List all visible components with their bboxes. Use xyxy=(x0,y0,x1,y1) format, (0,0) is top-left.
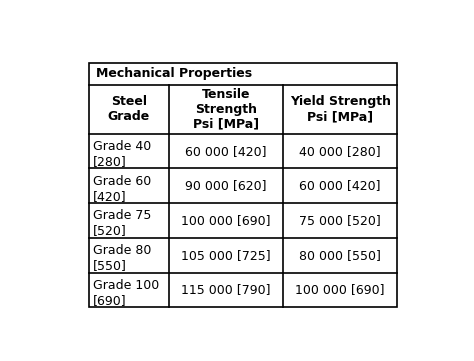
Text: Grade 80
[550]: Grade 80 [550] xyxy=(93,244,152,272)
Text: 75 000 [520]: 75 000 [520] xyxy=(299,214,381,227)
Text: Yield Strength
Psi [MPa]: Yield Strength Psi [MPa] xyxy=(290,95,391,123)
Text: Tensile
Strength
Psi [MPa]: Tensile Strength Psi [MPa] xyxy=(193,88,259,131)
Text: 105 000 [725]: 105 000 [725] xyxy=(181,249,271,262)
Text: Grade 60
[420]: Grade 60 [420] xyxy=(93,175,152,203)
Text: 80 000 [550]: 80 000 [550] xyxy=(299,249,381,262)
Text: 90 000 [620]: 90 000 [620] xyxy=(185,179,267,192)
Text: 100 000 [690]: 100 000 [690] xyxy=(181,214,271,227)
Text: 60 000 [420]: 60 000 [420] xyxy=(300,179,381,192)
Text: Grade 100
[690]: Grade 100 [690] xyxy=(93,279,160,307)
Text: 60 000 [420]: 60 000 [420] xyxy=(185,145,267,158)
Text: Steel
Grade: Steel Grade xyxy=(108,95,150,123)
Text: Grade 40
[280]: Grade 40 [280] xyxy=(93,140,152,168)
Text: 40 000 [280]: 40 000 [280] xyxy=(299,145,381,158)
Text: Mechanical Properties: Mechanical Properties xyxy=(96,67,253,80)
Text: 100 000 [690]: 100 000 [690] xyxy=(295,283,385,296)
Text: 115 000 [790]: 115 000 [790] xyxy=(181,283,271,296)
Text: Grade 75
[520]: Grade 75 [520] xyxy=(93,209,152,238)
